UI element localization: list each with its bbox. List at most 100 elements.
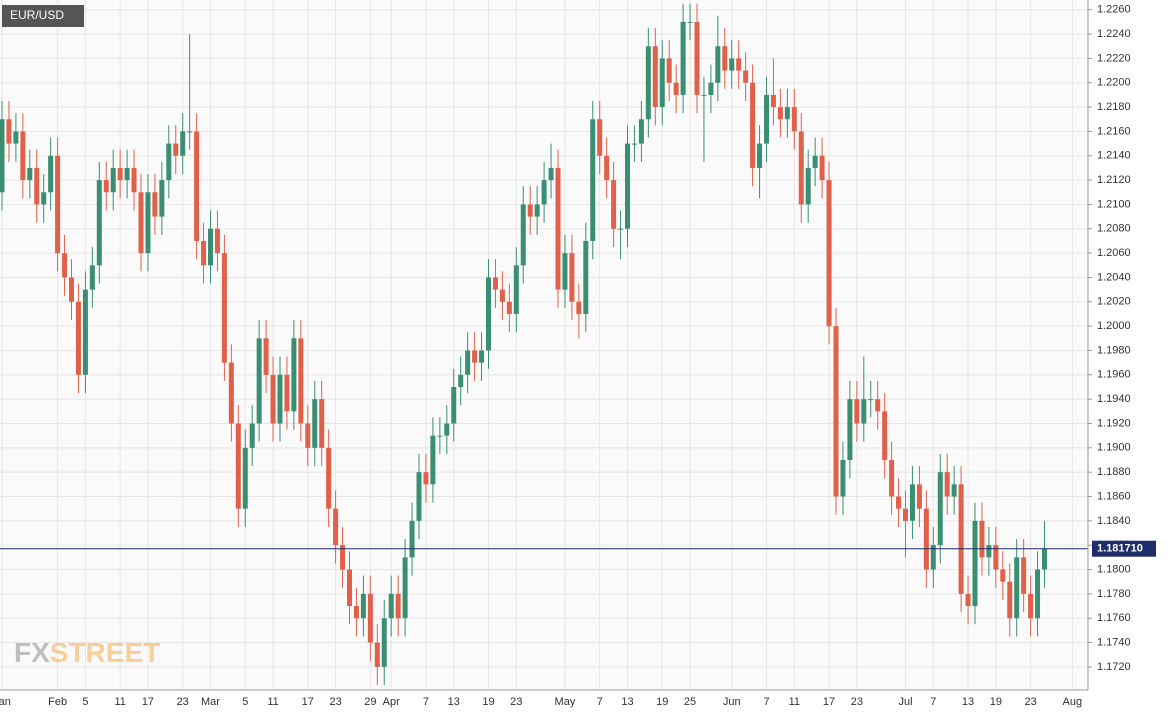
candle-body <box>555 167 561 290</box>
candle-body <box>583 240 589 314</box>
candle-body <box>381 618 387 667</box>
y-tick-label: 1.1880 <box>1097 466 1131 478</box>
logo-right: STREET <box>50 637 160 668</box>
candle-body <box>423 472 429 485</box>
x-tick-label: Aug <box>1063 696 1083 708</box>
x-tick-label: 11 <box>267 696 278 708</box>
candle-body <box>882 411 888 460</box>
x-tick-label: 7 <box>597 696 603 708</box>
candle-body <box>819 155 825 181</box>
x-tick-label: 23 <box>510 696 522 708</box>
x-tick-label: Apr <box>383 696 400 708</box>
candle-body <box>618 228 624 230</box>
last-price-label: 1.181710 <box>1097 543 1143 555</box>
candle-body <box>326 447 332 509</box>
title-box <box>2 5 84 27</box>
candle-body <box>62 253 68 278</box>
candle-body <box>750 82 756 168</box>
candle-body <box>75 301 81 375</box>
candle-body <box>249 423 255 448</box>
candle-body <box>868 399 874 401</box>
candle-body <box>479 350 485 363</box>
candle-body <box>903 508 908 521</box>
candle-body <box>96 180 102 266</box>
candle-body <box>798 131 804 205</box>
candle-body <box>847 399 853 460</box>
chart-title: EUR/USD <box>10 8 64 22</box>
candle-body <box>138 192 144 254</box>
candle-body <box>923 508 929 570</box>
candle-body <box>159 180 165 217</box>
candle-body <box>576 301 582 314</box>
x-tick-label: 13 <box>962 696 974 708</box>
candle-body <box>597 119 603 156</box>
candle-body <box>152 192 158 217</box>
candle-body <box>0 119 5 193</box>
candle-body <box>896 496 902 509</box>
candle-body <box>374 642 380 667</box>
candle-body <box>492 277 498 290</box>
candle-body <box>465 350 471 375</box>
x-tick-label: 19 <box>482 696 494 708</box>
candle-body <box>353 606 359 619</box>
candle-body <box>548 167 554 181</box>
candle-body <box>340 545 346 570</box>
candle-body <box>1014 557 1020 619</box>
candle-body <box>201 240 207 266</box>
x-tick-label: 5 <box>242 696 248 708</box>
candle-body <box>944 472 950 497</box>
candle-body <box>638 119 644 144</box>
candle-body <box>180 131 186 156</box>
logo: FXSTREET <box>14 637 160 668</box>
x-tick-label: 17 <box>142 696 154 708</box>
x-tick-label: 7 <box>930 696 936 708</box>
y-tick-label: 1.1740 <box>1097 636 1131 648</box>
candle-body <box>791 107 797 132</box>
candle-body <box>666 58 672 83</box>
y-tick-label: 1.2240 <box>1097 28 1131 40</box>
candle-body <box>569 253 575 302</box>
y-tick-label: 1.2080 <box>1097 223 1131 235</box>
candle-body <box>673 82 679 95</box>
candle-body <box>937 472 943 546</box>
candle-body <box>541 180 547 205</box>
candle-body <box>645 46 651 120</box>
candle-body <box>958 484 964 594</box>
candle-body <box>270 374 276 424</box>
candle-body <box>562 253 568 290</box>
candle-body <box>284 374 290 412</box>
x-tick-label: Jul <box>898 696 912 708</box>
candle-body <box>82 289 88 375</box>
y-tick-label: 1.2160 <box>1097 125 1131 137</box>
candle-body <box>235 423 241 509</box>
candle-body <box>979 520 985 558</box>
candle-body <box>1042 548 1047 570</box>
candle-body <box>986 545 992 558</box>
y-tick-label: 1.1840 <box>1097 515 1131 527</box>
candle-body <box>764 94 769 144</box>
candle-body <box>194 131 200 241</box>
candle-body <box>291 338 297 412</box>
y-tick-label: 1.2180 <box>1097 101 1131 113</box>
candle-body <box>777 107 783 120</box>
candle-body <box>451 386 457 424</box>
candle-body <box>715 46 721 83</box>
candle-body <box>875 399 881 412</box>
candle-body <box>124 167 130 181</box>
x-tick-label: 13 <box>621 696 633 708</box>
candle-body <box>117 167 123 181</box>
candle-body <box>437 435 443 437</box>
candle-body <box>166 143 172 181</box>
candle-body <box>527 204 533 217</box>
candle-body <box>604 155 610 181</box>
x-tick-label: 11 <box>114 696 125 708</box>
candle-body <box>757 143 763 168</box>
candle-body <box>951 484 957 497</box>
y-tick-label: 1.2000 <box>1097 320 1131 332</box>
candle-body <box>256 338 262 424</box>
candle-body <box>826 180 832 327</box>
candle-body <box>722 46 728 71</box>
candle-body <box>687 21 693 23</box>
candle-body <box>145 192 151 254</box>
